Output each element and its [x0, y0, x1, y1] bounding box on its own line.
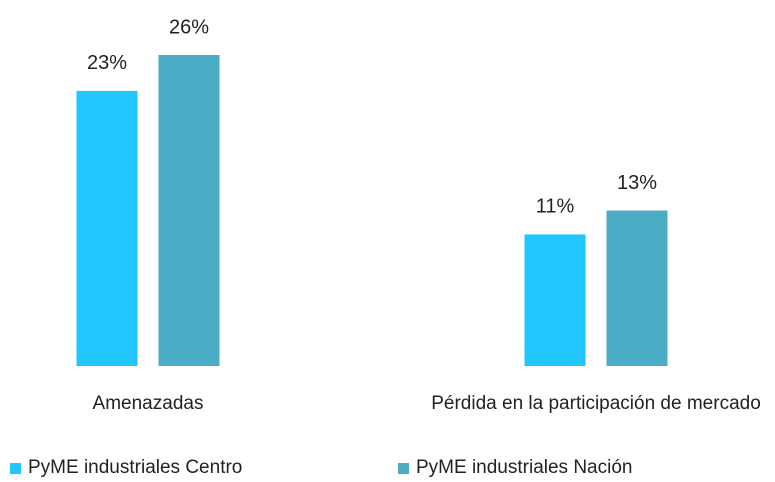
- legend-item: PyME industriales Centro: [10, 456, 242, 480]
- bar: [158, 55, 220, 366]
- legend-label: PyME industriales Nación: [416, 457, 633, 478]
- x-tick-label: Amenazadas: [92, 393, 204, 414]
- bar: [76, 90, 138, 366]
- value-label: 13%: [617, 172, 657, 194]
- legend-swatch: [398, 462, 409, 474]
- value-label: 23%: [87, 52, 127, 74]
- legend-label: PyME industriales Centro: [28, 457, 243, 478]
- value-label: 11%: [536, 196, 575, 218]
- bar: [524, 234, 586, 366]
- legend-item: PyME industriales Nación: [398, 456, 632, 480]
- x-tick-label: Pérdida en la participación de mercado: [431, 393, 761, 414]
- bar: [606, 210, 668, 366]
- value-label: 26%: [169, 16, 209, 38]
- legend-swatch: [10, 462, 21, 474]
